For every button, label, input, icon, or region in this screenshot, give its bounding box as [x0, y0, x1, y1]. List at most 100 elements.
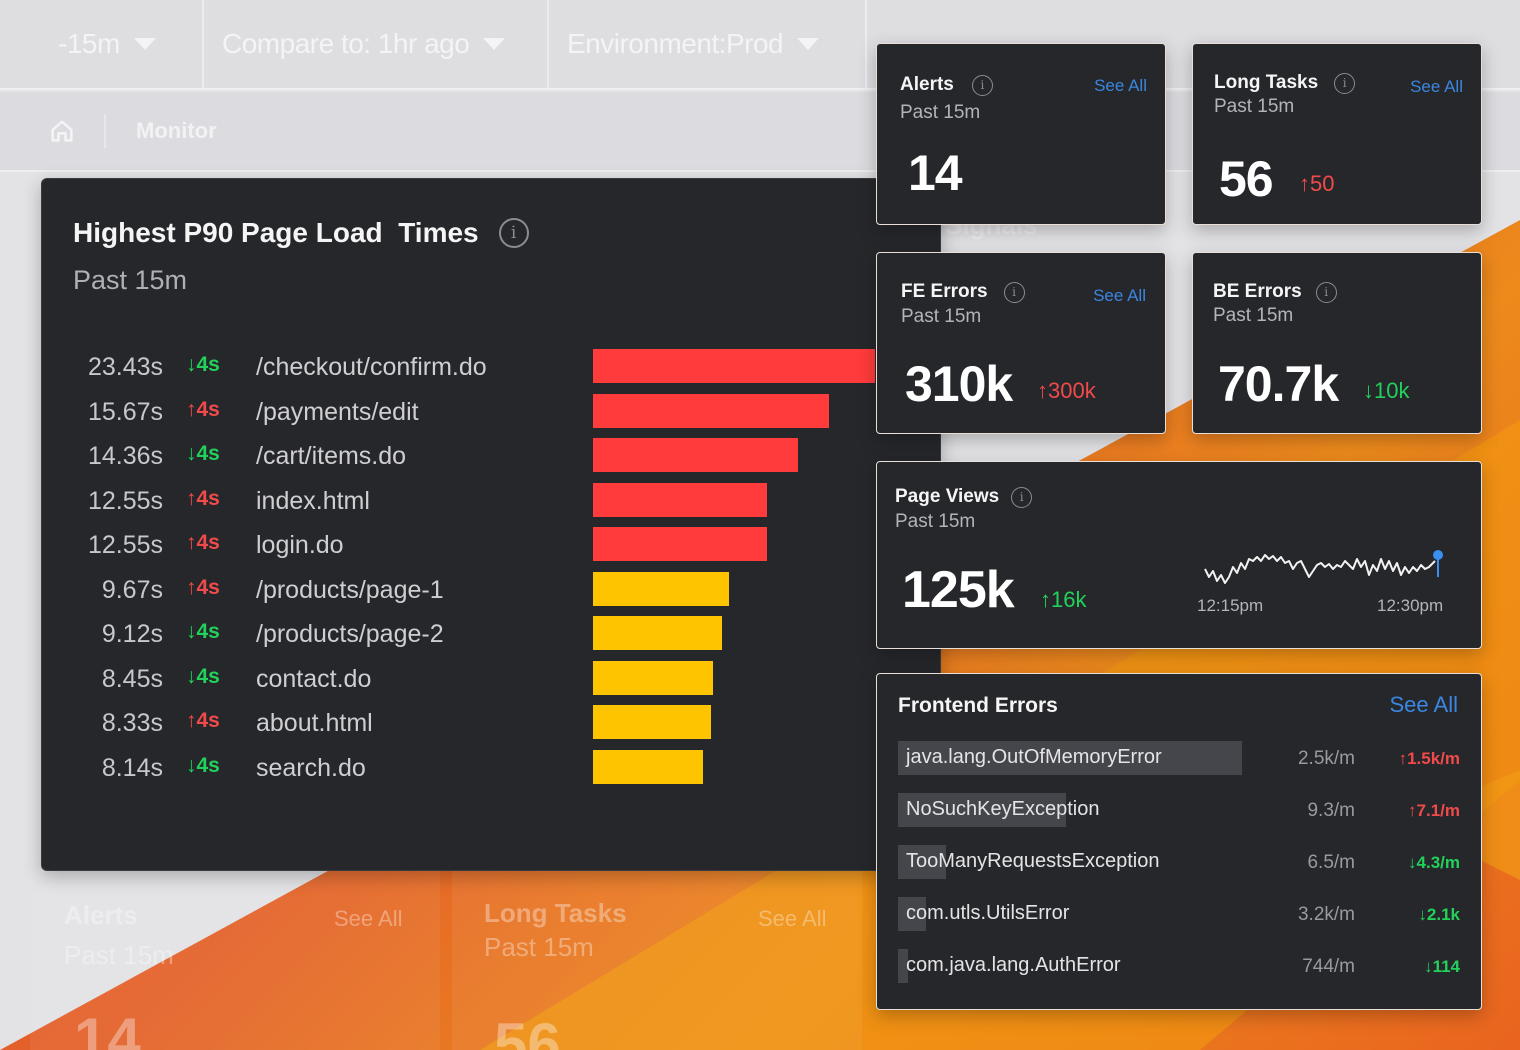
compare-to-label: Compare to: 1hr ago	[222, 28, 470, 59]
p90-page-load-card: Highest P90 Page Load Times i Past 15m 2…	[41, 178, 941, 871]
be-errors-title-text: BE Errors	[1213, 281, 1302, 302]
long-tasks-title-text: Long Tasks	[1214, 72, 1319, 93]
page-path[interactable]: /products/page-1	[256, 576, 444, 604]
error-volume-bar	[898, 741, 1242, 775]
table-row[interactable]: 15.67s ↑4s /payments/edit	[42, 392, 942, 436]
page-views-card: Page Views i Past 15m 125k ↑16k 12:15pm …	[876, 461, 1482, 649]
page-views-value: 125k	[902, 561, 1015, 619]
info-icon[interactable]: i	[971, 74, 993, 96]
alerts-subtitle: Past 15m	[900, 102, 981, 123]
long-tasks-delta: ↑50	[1299, 171, 1335, 196]
change-value: 4s	[196, 709, 220, 732]
time-range-dropdown[interactable]: -15m	[0, 0, 204, 89]
long-tasks-value: 56	[1219, 151, 1274, 207]
error-volume-bar	[898, 897, 926, 931]
alerts-card: Alerts i Past 15m See All 14	[876, 43, 1166, 225]
change-indicator: ↓4s	[186, 665, 220, 689]
environment-dropdown[interactable]: Environment:Prod	[549, 0, 867, 89]
page-path[interactable]: about.html	[256, 709, 373, 737]
fe-errors-title-text: FE Errors	[901, 281, 988, 302]
page-views-title-text: Page Views	[895, 486, 1000, 507]
fe-errors-see-all-link[interactable]: See All	[1093, 286, 1146, 305]
long-tasks-see-all-link[interactable]: See All	[1410, 77, 1463, 96]
table-row[interactable]: 14.36s ↓4s /cart/items.do	[42, 436, 942, 480]
table-row[interactable]: 9.12s ↓4s /products/page-2	[42, 614, 942, 658]
table-row[interactable]: 8.33s ↑4s about.html	[42, 703, 942, 747]
alerts-title: Alerts i	[900, 74, 993, 96]
page-views-sparkline[interactable]	[1197, 547, 1453, 597]
page-views-title: Page Views i	[895, 486, 1033, 508]
info-icon[interactable]: i	[498, 218, 529, 248]
page-path[interactable]: index.html	[256, 487, 370, 515]
list-item[interactable]: TooManyRequestsException 6.5/m ↓4.3/m	[898, 845, 1460, 879]
page-path[interactable]: /products/page-2	[256, 620, 444, 648]
breadcrumb-current[interactable]: Monitor	[136, 118, 217, 143]
page-path[interactable]: /checkout/confirm.do	[256, 353, 487, 381]
load-bar	[593, 483, 767, 517]
arrow-down-icon: ↓	[186, 442, 197, 465]
load-bar	[593, 616, 722, 650]
ghost-subtitle: Past 15m	[64, 940, 174, 970]
page-path[interactable]: /payments/edit	[256, 398, 419, 426]
error-volume-bar	[898, 793, 1066, 827]
fe-errors-subtitle: Past 15m	[901, 306, 982, 327]
time-range-label: -15m	[58, 28, 120, 59]
change-indicator: ↑4s	[186, 487, 220, 511]
info-icon[interactable]: i	[1003, 281, 1025, 303]
page-path[interactable]: /cart/items.do	[256, 442, 407, 470]
change-value: 4s	[196, 442, 220, 465]
compare-to-dropdown[interactable]: Compare to: 1hr ago	[204, 0, 549, 89]
load-time: 9.67s	[101, 576, 163, 604]
chevron-down-icon	[797, 38, 820, 50]
breadcrumb-divider	[104, 114, 106, 148]
fe-errors-value: 310k	[905, 356, 1013, 412]
change-value: 4s	[196, 576, 220, 599]
home-icon[interactable]	[48, 117, 76, 145]
error-name[interactable]: com.java.lang.AuthError	[906, 954, 1121, 976]
arrow-up-icon: ↑	[186, 398, 197, 421]
page-views-subtitle: Past 15m	[895, 511, 976, 532]
table-row[interactable]: 23.43s ↓4s /checkout/confirm.do	[42, 347, 942, 391]
long-tasks-card: Long Tasks i Past 15m See All 56 ↑50	[1192, 43, 1482, 225]
info-icon[interactable]: i	[1315, 281, 1337, 303]
error-name[interactable]: com.utls.UtilsError	[906, 902, 1070, 924]
error-name[interactable]: TooManyRequestsException	[906, 850, 1160, 872]
table-row[interactable]: 9.67s ↑4s /products/page-1	[42, 570, 942, 614]
be-errors-subtitle: Past 15m	[1213, 305, 1294, 326]
change-value: 4s	[196, 620, 220, 643]
load-bar	[593, 661, 713, 695]
list-item[interactable]: NoSuchKeyException 9.3/m ↑7.1/m	[898, 793, 1460, 827]
error-delta: ↓2.1k	[1418, 905, 1460, 924]
page-path[interactable]: contact.do	[256, 665, 372, 693]
change-indicator: ↓4s	[186, 754, 220, 778]
change-indicator: ↓4s	[186, 620, 220, 644]
ghost-value: 14	[74, 1006, 141, 1050]
list-item[interactable]: com.java.lang.AuthError 744/m ↓114	[898, 949, 1460, 983]
table-row[interactable]: 12.55s ↑4s login.do	[42, 525, 942, 569]
change-value: 4s	[196, 487, 220, 510]
load-bar	[593, 349, 875, 383]
table-row[interactable]: 12.55s ↑4s index.html	[42, 481, 942, 525]
alerts-see-all-link[interactable]: See All	[1094, 76, 1147, 95]
page-path[interactable]: login.do	[256, 531, 344, 559]
table-row[interactable]: 8.14s ↓4s search.do	[42, 748, 942, 792]
ghost-title: Long Tasks	[484, 898, 627, 928]
error-rate: 9.3/m	[1307, 800, 1355, 821]
info-icon[interactable]: i	[1011, 486, 1033, 508]
info-icon[interactable]: i	[1334, 72, 1356, 94]
table-row[interactable]: 8.45s ↓4s contact.do	[42, 659, 942, 703]
error-name[interactable]: NoSuchKeyException	[906, 798, 1100, 820]
error-name[interactable]: java.lang.OutOfMemoryError	[906, 746, 1162, 768]
arrow-up-icon: ↑	[186, 487, 197, 510]
fe-errors-card: FE Errors i Past 15m See All 310k ↑300k	[876, 252, 1166, 434]
page-path[interactable]: search.do	[256, 754, 366, 782]
sparkline-x-end: 12:30pm	[1377, 596, 1444, 615]
p90-card-title: Highest P90 Page Load Times i	[73, 217, 529, 249]
list-item[interactable]: java.lang.OutOfMemoryError 2.5k/m ↑1.5k/…	[898, 741, 1460, 775]
frontend-errors-see-all-link[interactable]: See All	[1389, 692, 1459, 717]
arrow-down-icon: ↓	[186, 620, 197, 643]
change-value: 4s	[196, 665, 220, 688]
error-delta: ↑1.5k/m	[1398, 749, 1460, 768]
list-item[interactable]: com.utls.UtilsError 3.2k/m ↓2.1k	[898, 897, 1460, 931]
change-indicator: ↓4s	[186, 353, 220, 377]
